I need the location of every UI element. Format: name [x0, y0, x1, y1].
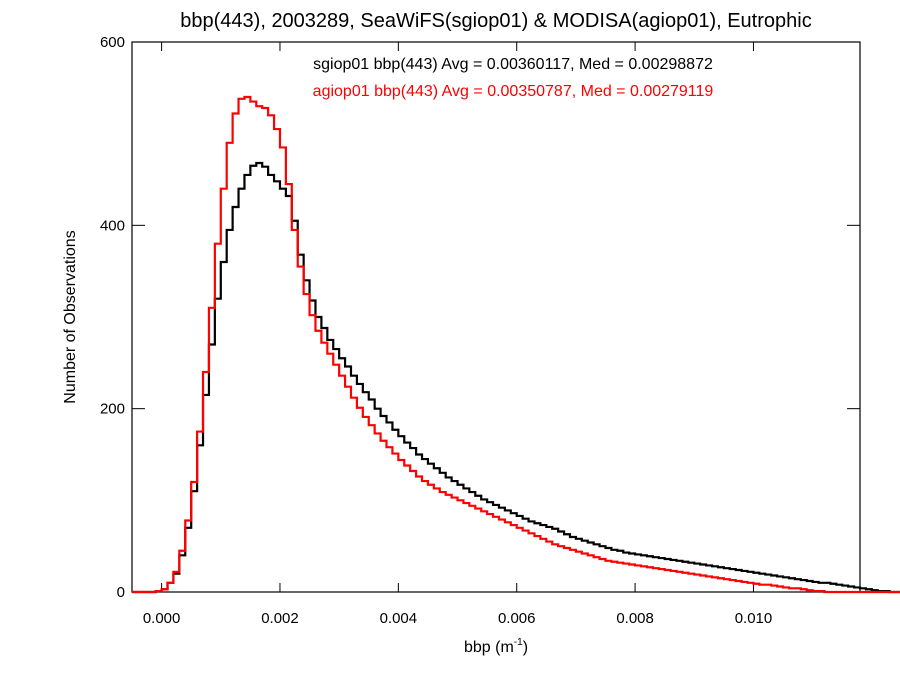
- y-tick-label: 0: [117, 584, 125, 601]
- chart-title: bbp(443), 2003289, SeaWiFS(sgiop01) & MO…: [180, 10, 811, 32]
- x-tick-label: 0.000: [143, 610, 181, 627]
- histogram-series-agiop01: [132, 95, 900, 594]
- histogram-series-sgiop01: [132, 161, 900, 594]
- legend-entry-sgiop01: sgiop01 bbp(443) Avg = 0.00360117, Med =…: [313, 56, 713, 73]
- x-axis-label-text: bbp (m: [464, 639, 514, 656]
- series-layer: [132, 95, 900, 594]
- y-tick-label: 200: [100, 401, 125, 418]
- plot-area-border: [131, 41, 861, 593]
- x-tick-label: 0.010: [735, 610, 773, 627]
- x-tick-label: 0.004: [380, 610, 418, 627]
- x-axis-ticks: 0.000 0.002 0.004 0.006 0.008 0.010: [143, 42, 772, 627]
- x-axis-label-close: ): [523, 639, 528, 656]
- y-axis-ticks: 0 200 400 600: [100, 34, 860, 601]
- x-tick-label: 0.008: [616, 610, 654, 627]
- y-tick-label: 400: [100, 217, 125, 234]
- plot-frame: [131, 41, 861, 593]
- y-axis-label: Number of Observations: [62, 230, 79, 403]
- x-tick-label: 0.006: [498, 610, 536, 627]
- x-axis-label: bbp (m-1): [464, 637, 528, 656]
- legend-entry-agiop01: agiop01 bbp(443) Avg = 0.00350787, Med =…: [313, 83, 714, 100]
- y-tick-label: 600: [100, 34, 125, 51]
- x-tick-label: 0.002: [261, 610, 299, 627]
- x-axis-label-exponent: -1: [514, 637, 523, 648]
